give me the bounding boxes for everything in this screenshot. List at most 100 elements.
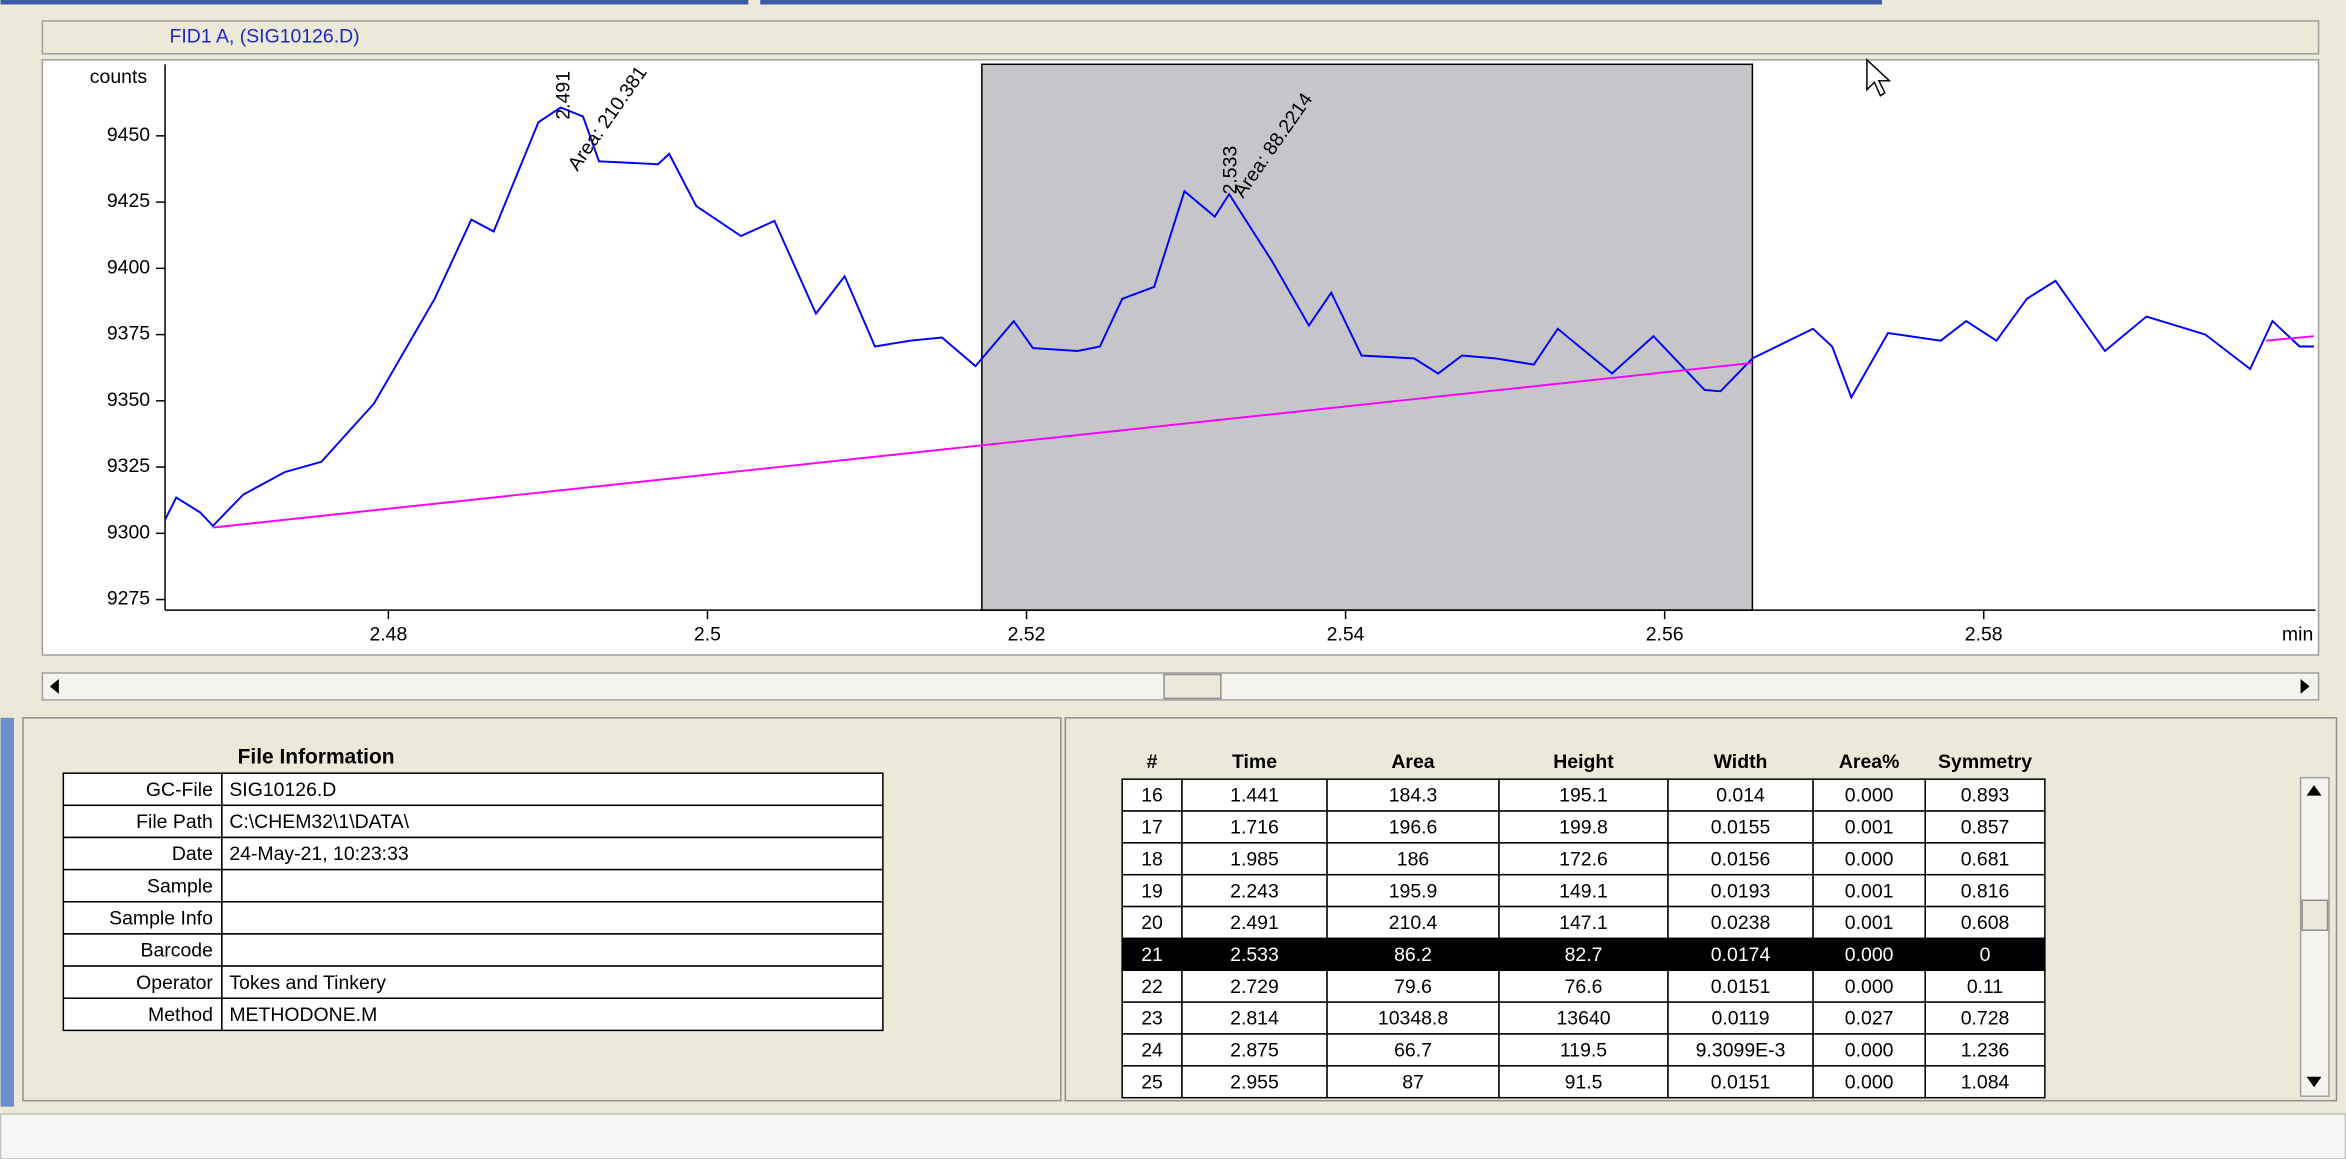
table-cell: [1812, 1065, 1926, 1099]
v-scroll-thumb[interactable]: [2301, 899, 2329, 931]
table-cell-text: 0.000: [1845, 785, 1894, 807]
table-cell-text: 10348.8: [1378, 1008, 1448, 1030]
table-cell-text: 172.6: [1559, 848, 1608, 870]
scroll-thumb[interactable]: [1163, 673, 1222, 700]
table-cell-text: 1.441: [1230, 785, 1279, 807]
table-cell-text: 82.7: [1565, 944, 1603, 966]
file-info-label-cell: [62, 965, 223, 999]
peak-table: # Time Area Height Width Area% Symmetry 16 1.441…: [1121, 751, 2046, 1099]
table-cell: [1924, 873, 2046, 908]
table-cell: [1181, 842, 1328, 876]
table-cell-text: 25: [1141, 1071, 1163, 1093]
file-info-label: Method: [148, 1004, 213, 1026]
x-tick-label: 2.5: [694, 624, 721, 646]
file-info-label-cell: [62, 772, 223, 807]
mouse-cursor: [1866, 58, 1892, 97]
table-cell-text: 23: [1141, 1008, 1163, 1030]
table-cell: [1924, 1065, 2046, 1099]
table-cell: [1812, 810, 1926, 844]
table-cell: [1498, 905, 1669, 940]
top-bar: [760, 0, 1882, 5]
column-header: #: [1147, 751, 1158, 773]
table-cell: [1812, 873, 1926, 908]
table-cell-text: 0.0193: [1711, 880, 1770, 902]
table-cell-text: 0.0151: [1711, 976, 1770, 998]
table-cell: [1667, 969, 1814, 1003]
table-cell-text: 195.9: [1389, 880, 1438, 902]
selected-cell: [1924, 937, 2046, 972]
table-cell-text: 0.000: [1845, 944, 1894, 966]
table-cell-text: 18: [1141, 848, 1163, 870]
table-cell-text: 0.728: [1961, 1008, 2010, 1030]
table-cell-text: 0.0151: [1711, 1071, 1770, 1093]
baseline: [2266, 335, 2315, 342]
table-cell-text: 0.0119: [1712, 1008, 1770, 1030]
table-cell-text: 1.716: [1230, 817, 1279, 839]
status-bar: [0, 1113, 2346, 1159]
file-info-value-cell: [221, 804, 884, 839]
file-info-label-cell: [62, 804, 223, 839]
table-cell-text: 0.001: [1845, 880, 1894, 902]
file-info-value: 24-May-21, 10:23:33: [229, 843, 408, 865]
table-cell: [1121, 1065, 1183, 1099]
column-header: Area%: [1839, 751, 1900, 773]
table-cell-text: 16: [1141, 785, 1163, 807]
table-cell: [1498, 1065, 1669, 1099]
scroll-up-arrow[interactable]: [2306, 785, 2322, 796]
table-cell-text: 0.000: [1845, 976, 1894, 998]
table-cell-text: 17: [1141, 817, 1163, 839]
table-cell-text: 1.985: [1230, 848, 1279, 870]
table-cell-text: 91.5: [1565, 1071, 1603, 1093]
table-cell: [1924, 905, 2046, 940]
table-cell-text: 87: [1402, 1071, 1424, 1093]
file-info-value: C:\CHEM32\1\DATA\: [229, 811, 409, 833]
file-info-label: Date: [172, 843, 213, 865]
file-info-label-cell: [62, 933, 223, 967]
table-cell-text: 0: [1980, 944, 1991, 966]
column-header: Area: [1391, 751, 1434, 773]
table-cell: [1667, 778, 1814, 812]
table-cell-text: 2.729: [1230, 976, 1279, 998]
table-cell: [1667, 1033, 1814, 1067]
column-header: Height: [1553, 751, 1614, 773]
table-cell: [1812, 905, 1926, 940]
y-tick-label: 9325: [107, 455, 150, 477]
left-strip: [0, 717, 14, 1107]
table-cell: [1326, 778, 1500, 812]
table-cell-text: 0.000: [1845, 1071, 1894, 1093]
file-info-label-cell: [62, 997, 223, 1032]
table-cell-text: 210.4: [1389, 912, 1438, 934]
table-cell: [1326, 969, 1500, 1003]
table-cell: [1498, 842, 1669, 876]
file-info-value: Tokes and Tinkery: [229, 972, 386, 994]
file-info-value-cell: [221, 772, 884, 807]
table-cell: [1924, 842, 2046, 876]
file-info-value-cell: [221, 868, 884, 903]
table-cell-text: 21: [1141, 944, 1163, 966]
scroll-left-arrow[interactable]: [49, 678, 59, 694]
scroll-down-arrow[interactable]: [2306, 1076, 2322, 1088]
v-scrollbar[interactable]: [2299, 776, 2330, 1097]
baseline: [212, 361, 1753, 529]
table-cell: [1121, 810, 1183, 844]
top-bar: [0, 0, 749, 5]
file-info-value-cell: [221, 933, 884, 967]
scroll-right-arrow[interactable]: [2300, 678, 2310, 694]
table-cell-text: 2.491: [1230, 912, 1279, 934]
table-cell-text: 66.7: [1394, 1040, 1432, 1062]
table-cell-text: 0.001: [1845, 912, 1894, 934]
table-cell: [1924, 810, 2046, 844]
table-cell-text: 196.6: [1389, 817, 1438, 839]
file-info-label: Sample Info: [109, 907, 213, 929]
table-cell: [1326, 1001, 1500, 1035]
file-info-value-cell: [221, 997, 884, 1032]
file-info-label: GC-File: [146, 779, 213, 801]
selected-cell: [1812, 937, 1926, 972]
table-cell-text: 149.1: [1559, 880, 1608, 902]
table-cell: [1181, 969, 1328, 1003]
y-tick-label: 9300: [107, 521, 150, 543]
table-cell: [1667, 842, 1814, 876]
table-cell-text: 76.6: [1565, 976, 1603, 998]
